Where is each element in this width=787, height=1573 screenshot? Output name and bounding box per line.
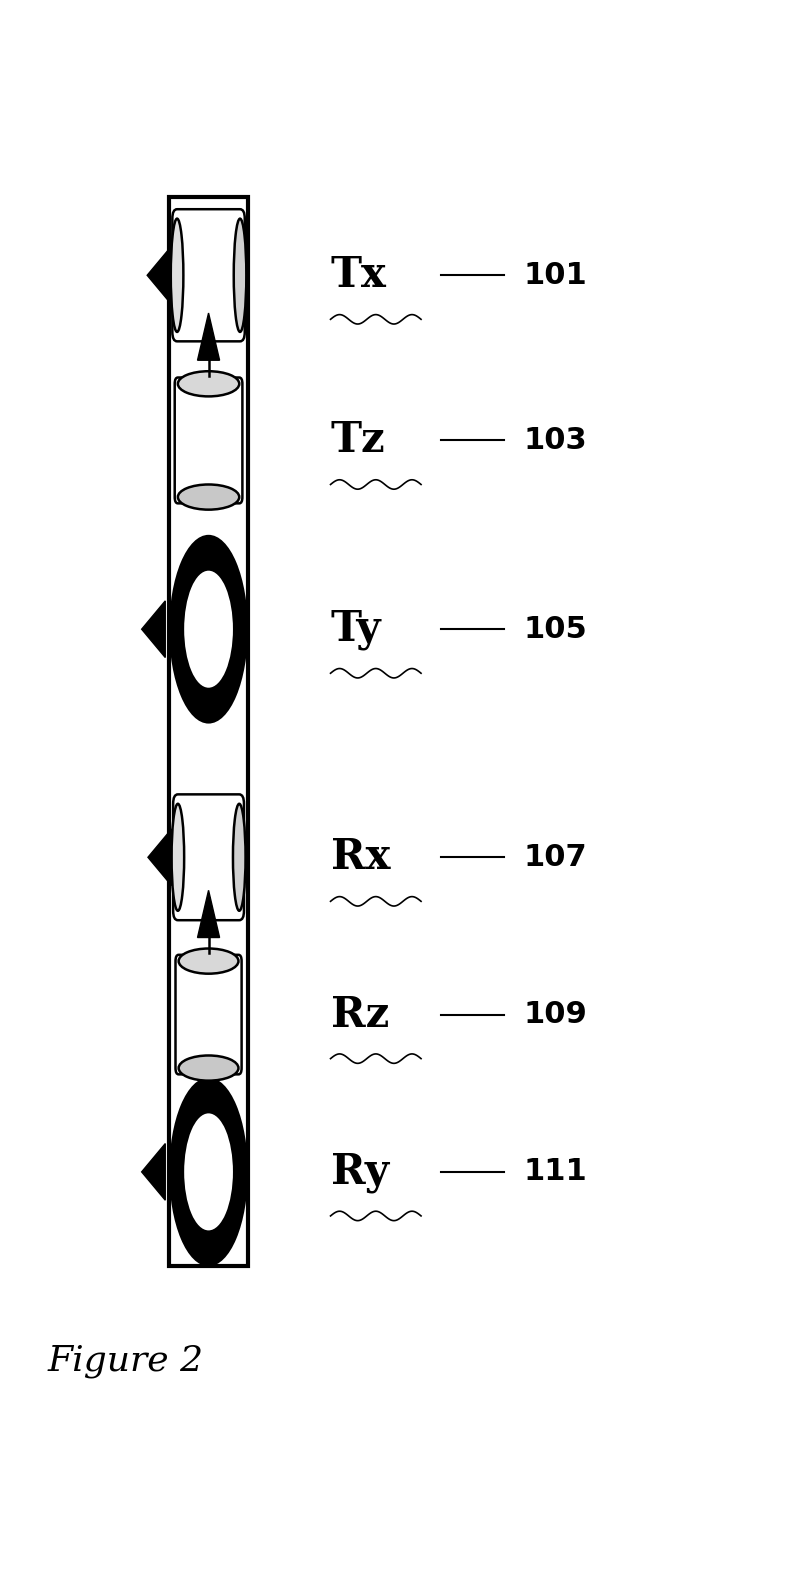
Bar (169, 197, 248, 1266)
Text: 103: 103 (523, 426, 587, 455)
Text: Tz: Tz (331, 420, 385, 461)
Bar (169, 197, 248, 1266)
Text: 109: 109 (523, 1000, 587, 1029)
Ellipse shape (203, 1145, 214, 1199)
Ellipse shape (184, 1114, 233, 1230)
Text: 107: 107 (523, 843, 587, 871)
FancyBboxPatch shape (173, 794, 244, 920)
Text: Ty: Ty (331, 609, 381, 650)
Ellipse shape (234, 219, 246, 332)
Polygon shape (148, 829, 172, 886)
Text: Tx: Tx (331, 255, 386, 296)
Ellipse shape (178, 371, 239, 396)
Polygon shape (147, 247, 171, 304)
Ellipse shape (179, 1055, 238, 1081)
Ellipse shape (169, 535, 248, 724)
Text: 101: 101 (523, 261, 587, 289)
Polygon shape (198, 313, 220, 360)
Text: Rx: Rx (331, 837, 390, 878)
Ellipse shape (203, 602, 214, 656)
FancyBboxPatch shape (172, 209, 245, 341)
Polygon shape (198, 890, 220, 938)
Ellipse shape (184, 571, 233, 687)
Text: 111: 111 (523, 1158, 587, 1186)
Text: Figure 2: Figure 2 (47, 1343, 203, 1378)
Ellipse shape (178, 484, 239, 510)
Polygon shape (142, 1144, 165, 1200)
Text: Rz: Rz (331, 994, 389, 1035)
Ellipse shape (171, 219, 183, 332)
FancyBboxPatch shape (176, 955, 242, 1074)
Text: Ry: Ry (331, 1151, 389, 1192)
Text: 105: 105 (523, 615, 587, 643)
Ellipse shape (172, 804, 184, 911)
Ellipse shape (233, 804, 246, 911)
Polygon shape (142, 601, 165, 658)
Ellipse shape (179, 949, 238, 974)
Ellipse shape (169, 1078, 248, 1266)
FancyBboxPatch shape (175, 378, 242, 503)
